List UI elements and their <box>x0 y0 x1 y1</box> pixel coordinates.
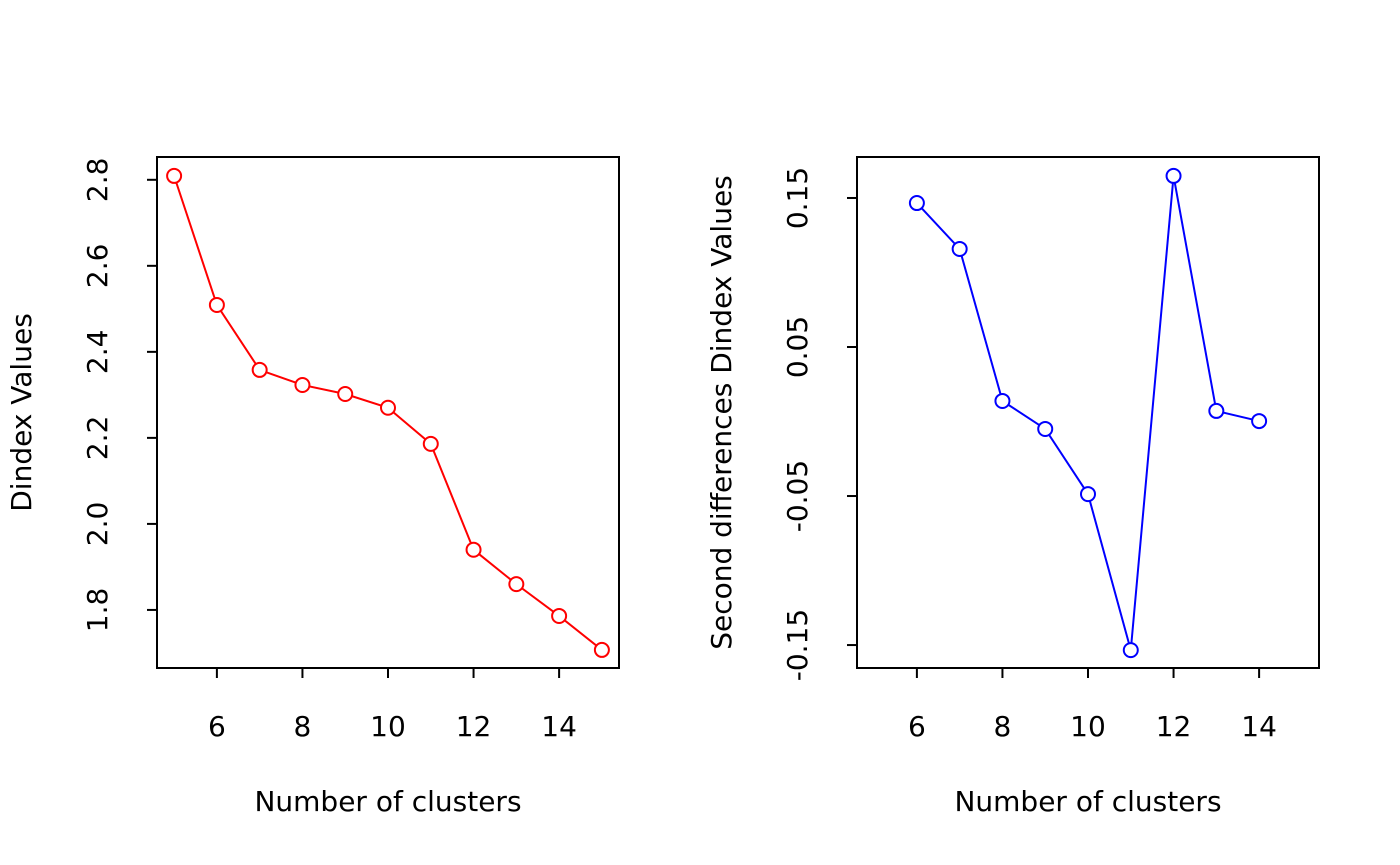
point <box>166 167 183 184</box>
point <box>1080 486 1096 503</box>
point <box>1251 413 1268 430</box>
x-tick-label: 10 <box>370 710 406 743</box>
x-tick-label: 14 <box>541 710 577 743</box>
point <box>508 576 525 593</box>
y-tick-label: -0.15 <box>781 609 814 681</box>
point <box>337 386 354 403</box>
point <box>294 376 311 393</box>
point <box>465 541 482 558</box>
point <box>251 361 268 378</box>
y-axis-label: Dindex Values <box>5 313 38 512</box>
x-tick-label: 14 <box>1241 710 1277 743</box>
point <box>551 607 568 624</box>
plot-frame <box>856 156 1320 669</box>
point <box>208 296 225 313</box>
point <box>1037 420 1054 437</box>
point <box>1208 402 1225 419</box>
point <box>1165 167 1182 184</box>
y-tick-label: 2.4 <box>81 330 114 375</box>
y-tick-label: -0.05 <box>781 460 814 532</box>
x-tick-label: 12 <box>1156 710 1192 743</box>
x-tick-label: 8 <box>294 710 312 743</box>
y-tick-label: 2.6 <box>81 244 114 289</box>
x-tick-label: 6 <box>908 710 926 743</box>
y-tick-label: 0.05 <box>781 316 814 378</box>
x-axis-label: Number of clusters <box>954 785 1221 818</box>
point <box>908 195 925 212</box>
x-tick-label: 10 <box>1070 710 1106 743</box>
y-tick-label: 2.2 <box>81 416 114 461</box>
point <box>380 399 396 416</box>
y-tick-label: 1.8 <box>81 588 114 633</box>
y-axis-label: Second differences Dindex Values <box>705 175 738 650</box>
point <box>994 392 1011 409</box>
x-tick-label: 6 <box>208 710 226 743</box>
series-line <box>916 175 1260 651</box>
x-axis-label: Number of clusters <box>254 785 521 818</box>
x-tick-label: 12 <box>456 710 492 743</box>
point <box>1122 642 1139 659</box>
point <box>422 435 439 452</box>
point <box>951 240 968 257</box>
y-tick-label: 2.8 <box>81 158 114 203</box>
x-tick-label: 8 <box>994 710 1012 743</box>
y-tick-label: 2.0 <box>81 502 114 547</box>
point <box>593 641 610 658</box>
y-tick-label: 0.15 <box>781 167 814 229</box>
